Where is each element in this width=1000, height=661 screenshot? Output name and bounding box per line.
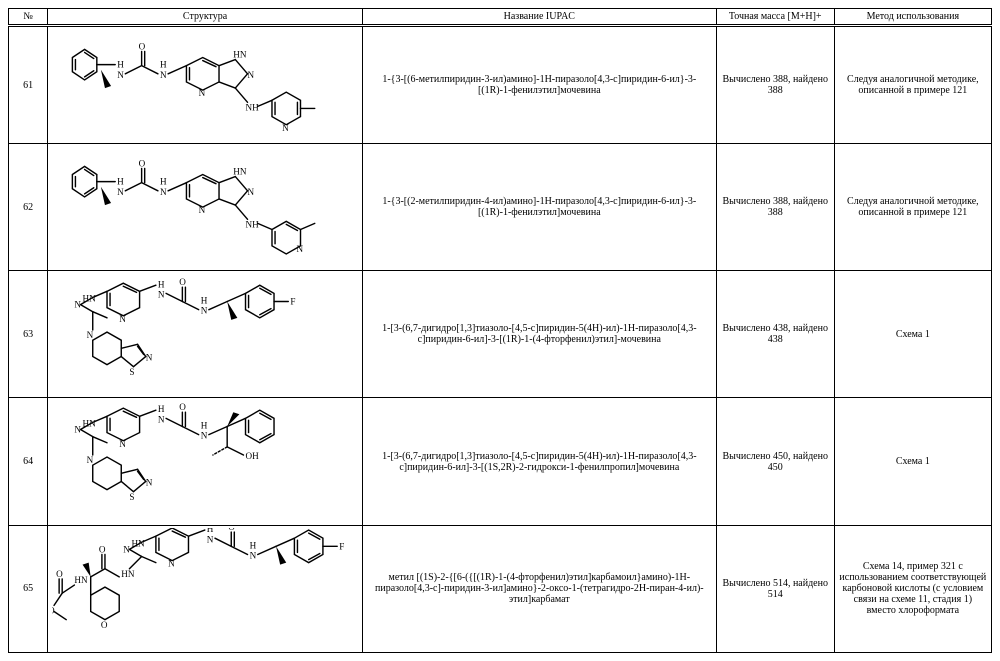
- cell-struct: HN N N H N O: [48, 525, 363, 652]
- svg-text:N: N: [158, 415, 165, 425]
- svg-text:N: N: [199, 205, 206, 215]
- chem-structure-63: HN N N H N O: [52, 273, 358, 395]
- svg-text:N: N: [201, 306, 208, 316]
- svg-text:S: S: [130, 492, 135, 502]
- cell-mass: Вычислено 438, найдено 438: [716, 271, 834, 398]
- svg-text:F: F: [291, 297, 296, 307]
- cell-method: Схема 1: [834, 398, 991, 525]
- cell-mass: Вычислено 450, найдено 450: [716, 398, 834, 525]
- svg-text:H: H: [250, 540, 257, 550]
- svg-text:N: N: [168, 558, 175, 568]
- svg-text:N: N: [120, 439, 127, 449]
- svg-text:HN: HN: [234, 50, 248, 60]
- svg-text:N: N: [282, 123, 289, 133]
- svg-text:N: N: [250, 550, 257, 560]
- svg-text:O: O: [101, 619, 108, 629]
- table-row: 63 HN N N H: [9, 271, 992, 398]
- svg-text:O: O: [52, 605, 55, 615]
- cell-struct: H N O N H N: [48, 26, 363, 144]
- svg-text:N: N: [207, 534, 214, 544]
- cell-struct: HN N N H N O H: [48, 398, 363, 525]
- cell-iupac: 1-[3-(6,7-дигидро[1,3]тиазоло-[4,5-c]пир…: [362, 271, 716, 398]
- svg-text:HN: HN: [234, 167, 248, 177]
- cell-struct: HN N N H N O: [48, 271, 363, 398]
- svg-text:NH: NH: [246, 102, 260, 112]
- cell-num: 63: [9, 271, 48, 398]
- svg-text:N: N: [199, 88, 206, 98]
- svg-text:H: H: [158, 405, 165, 415]
- header-iupac: Название IUPAC: [362, 9, 716, 26]
- svg-text:H: H: [160, 177, 167, 187]
- cell-iupac: метил [(1S)-2-{[6-({[(1R)-1-(4-фторфенил…: [362, 525, 716, 652]
- svg-text:N: N: [124, 544, 131, 554]
- svg-text:N: N: [297, 244, 304, 254]
- cell-method: Схема 1: [834, 271, 991, 398]
- svg-text:H: H: [201, 296, 208, 306]
- cell-iupac: 1-[3-(6,7-дигидро[1,3]тиазоло-[4,5-c]пир…: [362, 398, 716, 525]
- svg-text:N: N: [146, 353, 153, 363]
- compound-table: № Структура Название IUPAC Точная масса …: [8, 8, 992, 653]
- svg-text:OH: OH: [246, 452, 260, 462]
- svg-text:N: N: [146, 478, 153, 488]
- svg-text:N: N: [248, 70, 255, 80]
- chem-structure-64: HN N N H N O H: [52, 400, 358, 522]
- header-method: Метод использования: [834, 9, 991, 26]
- svg-text:H: H: [201, 421, 208, 431]
- cell-struct: H N O N H N HN: [48, 144, 363, 271]
- svg-text:N: N: [160, 187, 167, 197]
- cell-method: Следуя аналогичной методике, описанной в…: [834, 144, 991, 271]
- header-num: №: [9, 9, 48, 26]
- cell-iupac: 1-{3-[(2-метилпиридин-4-ил)амино]-1H-пир…: [362, 144, 716, 271]
- svg-text:N: N: [87, 456, 94, 466]
- cell-num: 61: [9, 26, 48, 144]
- svg-text:N: N: [75, 300, 82, 310]
- svg-text:O: O: [139, 158, 146, 168]
- svg-text:H: H: [158, 280, 165, 290]
- svg-text:F: F: [340, 541, 345, 551]
- svg-text:HN: HN: [75, 575, 89, 585]
- cell-iupac: 1-{3-[(6-метилпиридин-3-ил)амино]-1H-пир…: [362, 26, 716, 144]
- table-row: 62 H N O N H: [9, 144, 992, 271]
- cell-num: 64: [9, 398, 48, 525]
- cell-method: Следуя аналогичной методике, описанной в…: [834, 26, 991, 144]
- svg-text:H: H: [207, 528, 214, 534]
- svg-text:N: N: [117, 187, 124, 197]
- svg-text:N: N: [201, 431, 208, 441]
- svg-text:O: O: [180, 277, 187, 287]
- svg-text:N: N: [158, 290, 165, 300]
- chem-structure-61: H N O N H N: [52, 29, 358, 141]
- cell-num: 65: [9, 525, 48, 652]
- svg-text:O: O: [180, 403, 187, 413]
- table-row: 64 HN N N H N: [9, 398, 992, 525]
- svg-text:S: S: [130, 367, 135, 377]
- svg-text:N: N: [75, 425, 82, 435]
- svg-text:O: O: [56, 569, 63, 579]
- svg-text:N: N: [160, 70, 167, 80]
- header-struct: Структура: [48, 9, 363, 26]
- cell-mass: Вычислено 388, найдено 388: [716, 26, 834, 144]
- svg-text:H: H: [117, 177, 124, 187]
- svg-text:NH: NH: [246, 220, 260, 230]
- svg-text:O: O: [229, 528, 236, 532]
- header-mass: Точная масса [M+H]+: [716, 9, 834, 26]
- svg-text:O: O: [139, 41, 146, 51]
- svg-text:N: N: [120, 314, 127, 324]
- chem-structure-62: H N O N H N HN: [52, 146, 358, 268]
- cell-num: 62: [9, 144, 48, 271]
- table-row: 65 HN N N H N: [9, 525, 992, 652]
- svg-text:N: N: [248, 187, 255, 197]
- svg-text:N: N: [118, 70, 125, 80]
- header-row: № Структура Название IUPAC Точная масса …: [9, 9, 992, 26]
- chem-structure-65: HN N N H N O: [52, 528, 358, 650]
- svg-text:H: H: [118, 60, 125, 70]
- cell-method: Схема 14, пример 321 с использованием со…: [834, 525, 991, 652]
- table-row: 61 H N O: [9, 26, 992, 144]
- svg-text:HN: HN: [122, 569, 136, 579]
- svg-text:N: N: [87, 330, 94, 340]
- cell-mass: Вычислено 514, найдено 514: [716, 525, 834, 652]
- cell-mass: Вычислено 388, найдено 388: [716, 144, 834, 271]
- svg-text:H: H: [160, 60, 167, 70]
- svg-text:O: O: [99, 544, 106, 554]
